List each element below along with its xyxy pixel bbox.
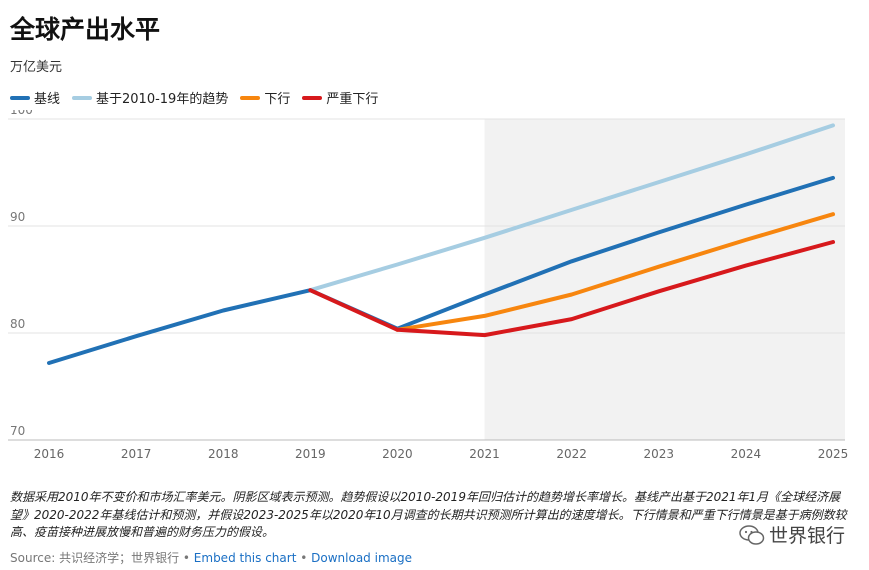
legend-swatch-downside bbox=[240, 95, 261, 100]
x-tick-label-2019: 2019 bbox=[295, 447, 326, 461]
legend-label-downside: 下行 bbox=[264, 92, 291, 107]
download-image-link[interactable]: Download image bbox=[311, 551, 412, 565]
wechat-icon bbox=[739, 524, 765, 545]
legend-label-baseline: 基线 bbox=[34, 92, 61, 107]
legend-item-downside: 下行 bbox=[240, 88, 290, 107]
watermark-text: 世界银行 bbox=[768, 525, 845, 547]
x-tick-label-2025: 2025 bbox=[818, 447, 849, 461]
x-tick-label-2024: 2024 bbox=[731, 447, 762, 461]
x-tick-label-2020: 2020 bbox=[382, 447, 413, 461]
x-tick-label-2021: 2021 bbox=[469, 447, 500, 461]
line-chart: 70 80 90 100 2016 2017 2018 2019 2020 2021 2022 202… bbox=[8, 110, 849, 461]
x-tick-label-2022: 2022 bbox=[556, 447, 587, 461]
y-tick-label-100: 100 bbox=[10, 110, 33, 117]
downside-series-line bbox=[395, 212, 835, 332]
legend-item-severe: 严重下行 bbox=[302, 88, 378, 107]
legend-swatch-trend bbox=[72, 95, 93, 100]
legend-label-severe: 严重下行 bbox=[326, 92, 379, 107]
legend-swatch-severe bbox=[302, 95, 323, 100]
x-tick-label-2023: 2023 bbox=[644, 447, 675, 461]
forecast-shading bbox=[484, 119, 845, 440]
chart-title: 全球产出水平 bbox=[10, 15, 161, 44]
legend-item-trend: 基于2010-19年的趋势 bbox=[72, 88, 228, 107]
legend-swatch-baseline bbox=[10, 95, 30, 100]
footnote: 数据采用2010年不变价和市场汇率美元。阴影区域表示预测。趋势假设以2010-2… bbox=[10, 490, 847, 539]
x-tick-label-2018: 2018 bbox=[208, 447, 239, 461]
watermark: 世界银行 bbox=[739, 521, 845, 548]
source-separator: • bbox=[300, 551, 308, 565]
severe-downside-series-line bbox=[308, 240, 835, 338]
baseline-series-line bbox=[47, 175, 835, 365]
trend-series-line bbox=[308, 123, 835, 293]
y-tick-label-80: 80 bbox=[10, 317, 25, 331]
y-tick-label-90: 90 bbox=[10, 210, 25, 224]
x-tick-label-2016: 2016 bbox=[34, 447, 65, 461]
embed-chart-link[interactable]: Embed this chart bbox=[193, 551, 297, 565]
legend-label-trend: 基于2010-19年的趋势 bbox=[96, 92, 229, 107]
unit-label: 万亿美元 bbox=[10, 60, 63, 75]
source-line: Source: 共识经济学；世界银行 • Embed this chart • … bbox=[10, 549, 412, 566]
source-text: Source: 共识经济学；世界银行 • bbox=[10, 551, 190, 565]
legend: 基线 基于2010-19年的趋势 下行 严重下行 bbox=[10, 88, 390, 107]
legend-item-baseline: 基线 bbox=[10, 88, 60, 107]
y-tick-label-70: 70 bbox=[10, 424, 25, 438]
x-tick-label-2017: 2017 bbox=[121, 447, 152, 461]
